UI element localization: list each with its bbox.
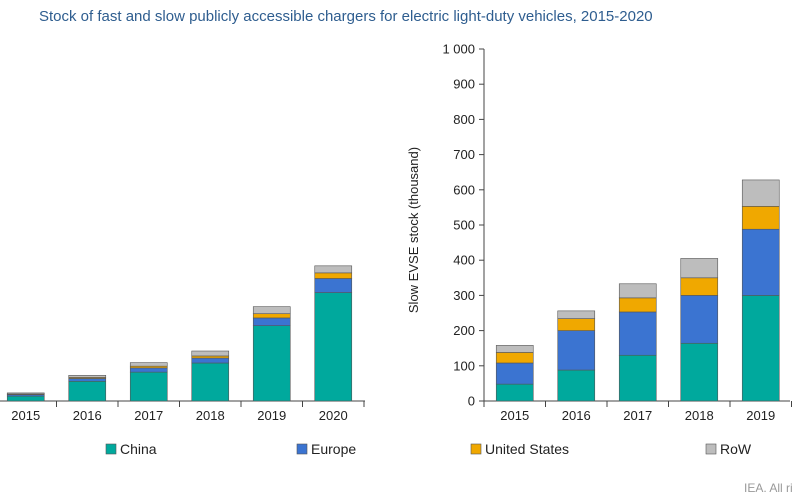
- legend-swatch: [470, 443, 482, 455]
- bar-segment: [252, 313, 291, 319]
- bar-segment: [680, 277, 719, 296]
- bar-segment: [129, 371, 168, 402]
- y-tick-label: 600: [453, 182, 475, 197]
- y-tick-label: 500: [453, 218, 475, 233]
- y-tick-label: 1 000: [442, 42, 475, 57]
- bar-segment: [741, 179, 780, 207]
- bar-segment: [618, 297, 657, 313]
- bar-segment: [6, 395, 45, 402]
- bar-segment: [495, 362, 534, 385]
- bar-segment: [252, 325, 291, 402]
- bar-segment: [680, 342, 719, 402]
- bar-segment: [314, 278, 353, 293]
- bar-segment: [618, 354, 657, 402]
- bar-segment: [129, 367, 168, 373]
- y-tick-label: 900: [453, 77, 475, 92]
- bar-segment: [191, 355, 230, 359]
- x-tick-label: 2015: [11, 408, 40, 423]
- bar-segment: [741, 206, 780, 230]
- x-tick-label: 2018: [685, 408, 714, 423]
- bar-segment: [252, 317, 291, 326]
- slow-chargers-chart: 0 100 200 300 400 500 600 700 800 900 1 000 2015 201…: [406, 42, 792, 423]
- bar-segment: [557, 318, 596, 331]
- bar-segment: [191, 362, 230, 402]
- y-tick-label: 100: [453, 358, 475, 373]
- bar-segment: [68, 375, 107, 378]
- bar-segment: [618, 283, 657, 299]
- y-tick-label: 800: [453, 112, 475, 127]
- legend: China Europe United States RoW: [105, 441, 752, 457]
- x-tick-label: 2018: [196, 408, 225, 423]
- bar-segment: [557, 369, 596, 402]
- legend-swatch: [105, 443, 117, 455]
- bar-segment: [68, 378, 107, 382]
- legend-swatch: [705, 443, 717, 455]
- x-tick-label: 2016: [73, 408, 102, 423]
- bar-segment: [557, 310, 596, 319]
- bar-segment: [495, 352, 534, 364]
- legend-swatch: [296, 443, 308, 455]
- bar-segment: [557, 330, 596, 371]
- y-axis-title: Slow EVSE stock (thousand): [406, 147, 421, 313]
- legend-label: Europe: [311, 441, 356, 457]
- bar-segment: [129, 362, 168, 367]
- source-note: IEA. All ri: [744, 481, 793, 495]
- legend-label: United States: [485, 441, 569, 457]
- bar-segment: [618, 311, 657, 356]
- y-tick-label: 0: [468, 394, 475, 409]
- bar-segment: [68, 380, 107, 402]
- y-tick-label: 200: [453, 323, 475, 338]
- legend-label: RoW: [720, 441, 752, 457]
- bar-segment: [6, 392, 45, 395]
- x-tick-label: 2019: [257, 408, 286, 423]
- bar-segment: [741, 295, 780, 402]
- bar-segment: [314, 265, 353, 274]
- x-tick-label: 2019: [746, 408, 775, 423]
- bar-segment: [252, 306, 291, 315]
- x-tick-label: 2017: [134, 408, 163, 423]
- y-tick-label: 400: [453, 253, 475, 268]
- x-tick-label: 2020: [319, 408, 348, 423]
- bar-segment: [314, 292, 353, 402]
- x-tick-label: 2017: [623, 408, 652, 423]
- bar-segment: [191, 357, 230, 364]
- legend-label: China: [120, 441, 157, 457]
- bar-segment: [191, 350, 230, 357]
- bar-segment: [680, 295, 719, 344]
- bar-segment: [314, 272, 353, 279]
- x-tick-label: 2015: [500, 408, 529, 423]
- y-tick-label: 300: [453, 288, 475, 303]
- y-tick-label: 700: [453, 147, 475, 162]
- bar-segment: [495, 383, 534, 402]
- bar-segment: [680, 258, 719, 279]
- x-tick-label: 2016: [562, 408, 591, 423]
- bar-segment: [495, 345, 534, 353]
- fast-chargers-chart: 2015 2016 2017 2018 2019 2020: [0, 265, 365, 423]
- bar-segment: [741, 228, 780, 296]
- chart-title: Stock of fast and slow publicly accessib…: [39, 8, 653, 25]
